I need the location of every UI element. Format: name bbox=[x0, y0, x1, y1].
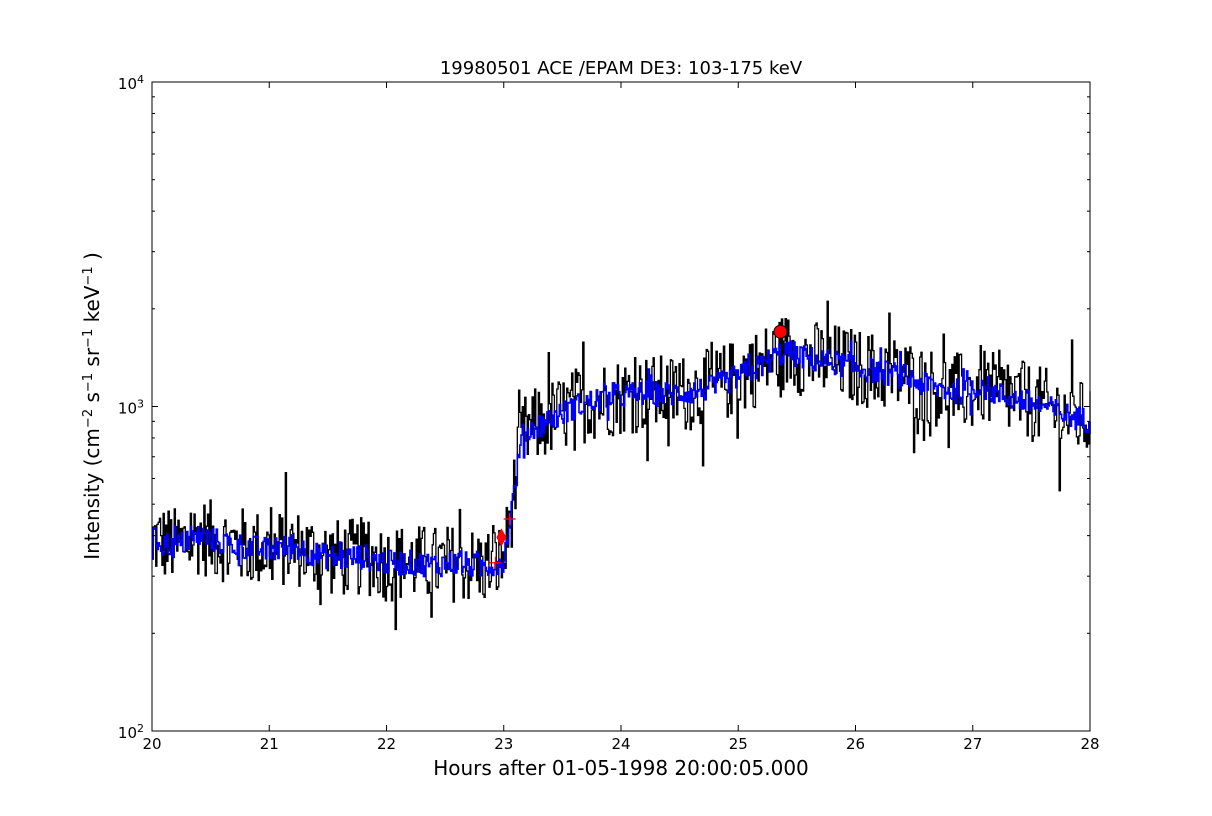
x-tick-label: 28 bbox=[1080, 735, 1099, 753]
series-smoothed bbox=[152, 340, 1091, 578]
y-tick-label: 104 bbox=[118, 73, 144, 94]
y-label-kev: keV bbox=[80, 285, 104, 329]
x-axis-label: Hours after 01-05-1998 20:00:05.000 bbox=[433, 756, 809, 780]
y-label-sr: sr bbox=[80, 347, 104, 373]
x-tick-label: 22 bbox=[377, 735, 396, 753]
x-tick-label: 26 bbox=[846, 735, 865, 753]
x-tick-label: 23 bbox=[494, 735, 513, 753]
axis-ticks: 20 21 22 23 24 25 26 27 28 102 103 104 bbox=[118, 73, 1100, 754]
y-tick-label: 102 bbox=[118, 722, 144, 743]
x-tick-label: 27 bbox=[963, 735, 982, 753]
y-tick-label: 103 bbox=[118, 397, 144, 418]
y-label-exp-sr: −1 bbox=[81, 329, 96, 348]
marker-plus-2 bbox=[503, 513, 516, 526]
y-label-exp-cm: −2 bbox=[81, 409, 96, 428]
y-label-exp-kev: −1 bbox=[81, 266, 96, 285]
x-tick-label: 20 bbox=[142, 735, 161, 753]
marker-diamond-1 bbox=[496, 528, 507, 547]
event-markers bbox=[489, 324, 788, 569]
y-axis-label: Intensity (cm−2 s−1 sr−1 keV−1 ) bbox=[80, 252, 104, 560]
x-tick-label: 25 bbox=[729, 735, 748, 753]
marker-circle-3 bbox=[773, 324, 788, 339]
chart-title: 19980501 ACE /EPAM DE3: 103-175 keV bbox=[440, 58, 803, 79]
y-label-suffix: ) bbox=[80, 252, 104, 266]
plot-area bbox=[152, 300, 1091, 631]
x-tick-label: 21 bbox=[260, 735, 279, 753]
series-raw bbox=[152, 300, 1091, 631]
y-label-s: s bbox=[80, 392, 104, 409]
y-label-exp-s: −1 bbox=[81, 373, 96, 392]
marker-plus-0 bbox=[489, 556, 502, 569]
y-label-prefix: Intensity (cm bbox=[80, 428, 104, 560]
x-tick-label: 24 bbox=[611, 735, 630, 753]
